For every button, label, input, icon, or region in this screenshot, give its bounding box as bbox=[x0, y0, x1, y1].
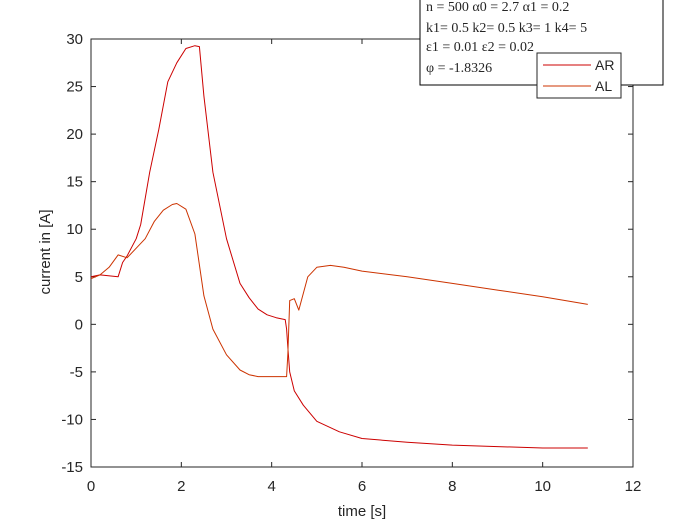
legend-box bbox=[536, 52, 622, 99]
x-tick-label: 4 bbox=[267, 478, 275, 495]
y-tick-label: 10 bbox=[66, 221, 83, 238]
x-tick-label: 6 bbox=[358, 478, 366, 495]
y-tick-label: 30 bbox=[66, 31, 83, 48]
y-tick-label: -15 bbox=[61, 459, 83, 476]
y-tick-label: -10 bbox=[61, 411, 83, 428]
x-tick-label: 8 bbox=[448, 478, 456, 495]
annotation-line-4: φ = -1.8326 bbox=[426, 61, 492, 76]
y-tick-label: -5 bbox=[70, 364, 83, 381]
legend-label-ar: AR bbox=[595, 57, 614, 73]
y-axis-label: current in [A] bbox=[37, 209, 54, 294]
plot-area bbox=[90, 38, 634, 468]
y-tick-label: 20 bbox=[66, 126, 83, 143]
x-tick-label: 12 bbox=[625, 478, 642, 495]
annotation-line-2: k1= 0.5 k2= 0.5 k3= 1 k4= 5 bbox=[426, 21, 587, 36]
y-tick-label: 5 bbox=[75, 269, 83, 286]
x-tick-label: 0 bbox=[87, 478, 95, 495]
legend: AR AL bbox=[536, 52, 622, 99]
annotation-line-3: ε1 = 0.01 ε2 = 0.02 bbox=[426, 40, 534, 55]
legend-label-al: AL bbox=[595, 78, 612, 94]
annotation-line-1: n = 500 α0 = 2.7 α1 = 0.2 bbox=[426, 0, 569, 15]
y-tick-label: 0 bbox=[75, 316, 83, 333]
y-tick-label: 15 bbox=[66, 174, 83, 191]
series-line-ar bbox=[90, 45, 588, 449]
x-tick-label: 2 bbox=[177, 478, 185, 495]
series-layer bbox=[90, 45, 588, 449]
x-axis-label: time [s] bbox=[338, 503, 386, 520]
y-tick-label: 25 bbox=[66, 79, 83, 96]
x-tick-label: 10 bbox=[534, 478, 551, 495]
series-line-al bbox=[90, 203, 588, 378]
axis-ticks: 0 2 4 6 8 10 12 -15 -10 -5 0 5 10 15 20 25 30 bbox=[61, 31, 641, 495]
